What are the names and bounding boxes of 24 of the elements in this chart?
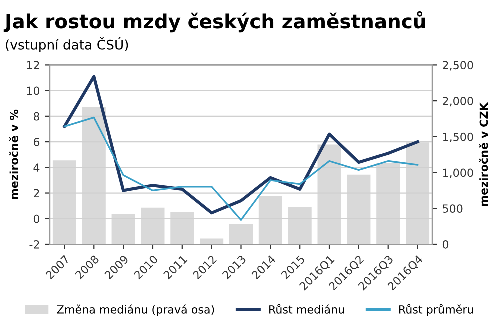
y-tick-label: 12: [27, 61, 40, 70]
y-tick-label: 2: [34, 189, 40, 198]
y2-tick-label: 2,000: [443, 97, 474, 107]
y2-tick-label: 0: [442, 240, 449, 249]
y-tick-label: 10: [27, 86, 40, 96]
y-tick-label: 0: [34, 214, 40, 224]
line-series: [64, 116, 419, 221]
y2-tick-label: 2,500: [443, 61, 474, 71]
y2-tick-label: 1,000: [443, 168, 474, 178]
y-tick-label: 6: [34, 138, 40, 146]
chart-title: Jak rostou mzdy českých zaměstnanců: [4, 11, 426, 33]
line-series: [63, 75, 420, 215]
y-tick-label: -2: [30, 240, 40, 249]
y2-tick-label: 1,500: [443, 132, 474, 142]
chart-subtitle: (vstupní data ČSÚ): [6, 37, 128, 52]
y2-axis-title: meziročně v CZK: [479, 102, 488, 206]
y-tick-label: 4: [34, 164, 40, 172]
bar: [229, 224, 254, 244]
legend-label: Růst průměru: [400, 304, 474, 316]
y2-tick-label: 500: [443, 204, 463, 214]
y-axis-title: meziročně v %: [9, 110, 18, 200]
legend-label: Růst mediánu: [270, 304, 344, 314]
legend-label: Změna mediánu (pravá osa): [57, 304, 214, 316]
y-tick-label: 8: [34, 112, 40, 121]
